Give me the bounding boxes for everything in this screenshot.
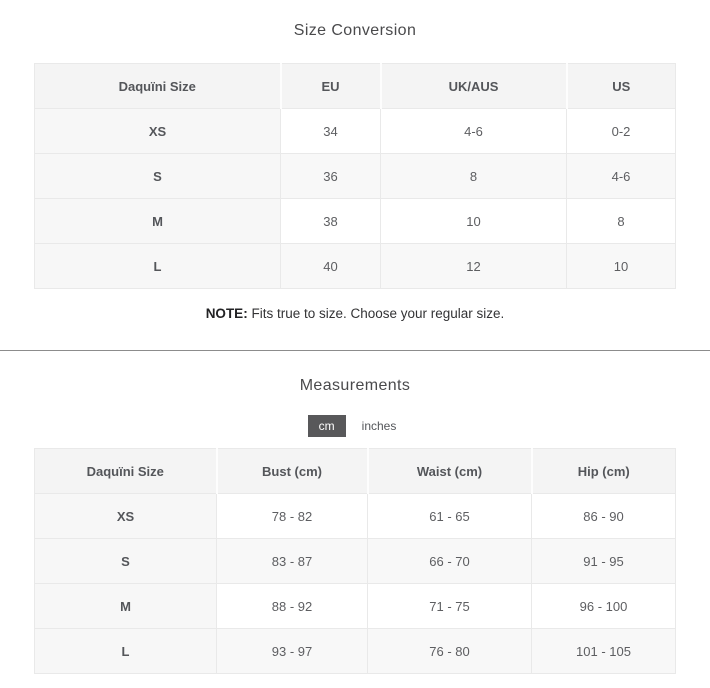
column-header-size: Daquïni Size — [34, 63, 282, 109]
table-cell: 0-2 — [566, 108, 676, 154]
table-row: L 93 - 97 76 - 80 101 - 105 — [34, 628, 676, 674]
table-cell: 93 - 97 — [216, 628, 368, 674]
table-cell: 38 — [280, 198, 381, 244]
table-row: M 88 - 92 71 - 75 96 - 100 — [34, 583, 676, 629]
table-cell: 83 - 87 — [216, 538, 368, 584]
size-conversion-table: Daquïni Size EU UK/AUS US XS 34 4-6 0-2 … — [34, 63, 676, 289]
table-cell: 76 - 80 — [367, 628, 532, 674]
fit-note-text: Fits true to size. Choose your regular s… — [251, 306, 505, 321]
column-header-hip: Hip (cm) — [530, 448, 676, 494]
table-row: S 83 - 87 66 - 70 91 - 95 — [34, 538, 676, 584]
column-header-bust: Bust (cm) — [215, 448, 369, 494]
table-cell: 101 - 105 — [531, 628, 676, 674]
table-cell: 8 — [566, 198, 676, 244]
table-cell: 10 — [566, 243, 676, 289]
measurements-title: Measurements — [299, 377, 411, 394]
table-cell: 96 - 100 — [531, 583, 676, 629]
table-row: XS 78 - 82 61 - 65 86 - 90 — [34, 493, 676, 539]
size-label-cell: L — [34, 628, 217, 674]
table-cell: 78 - 82 — [216, 493, 368, 539]
column-header-waist: Waist (cm) — [366, 448, 533, 494]
table-cell: 71 - 75 — [367, 583, 532, 629]
table-cell: 12 — [380, 243, 567, 289]
table-cell: 40 — [280, 243, 381, 289]
table-row: XS 34 4-6 0-2 — [34, 108, 676, 154]
column-header-uk-aus: UK/AUS — [379, 63, 568, 109]
size-label-cell: S — [34, 538, 217, 584]
table-cell: 88 - 92 — [216, 583, 368, 629]
size-label-cell: L — [34, 243, 281, 289]
size-label-cell: M — [34, 583, 217, 629]
column-header-size: Daquïni Size — [34, 448, 218, 494]
table-row: S 36 8 4-6 — [34, 153, 676, 199]
table-cell: 4-6 — [566, 153, 676, 199]
table-cell: 36 — [280, 153, 381, 199]
column-header-eu: EU — [279, 63, 382, 109]
table-cell: 34 — [280, 108, 381, 154]
size-label-cell: XS — [34, 493, 217, 539]
table-row: M 38 10 8 — [34, 198, 676, 244]
fit-note-label: NOTE: — [205, 306, 248, 321]
table-cell: 4-6 — [380, 108, 567, 154]
table-header-row: Daquïni Size Bust (cm) Waist (cm) Hip (c… — [34, 448, 676, 494]
size-conversion-title: Size Conversion — [293, 22, 417, 39]
unit-toggle: cm inches — [0, 415, 710, 437]
table-cell: 86 - 90 — [531, 493, 676, 539]
table-cell: 61 - 65 — [367, 493, 532, 539]
unit-inches-button[interactable]: inches — [356, 416, 403, 436]
table-cell: 8 — [380, 153, 567, 199]
fit-note: NOTE: Fits true to size. Choose your reg… — [0, 306, 710, 321]
measurements-section: Measurements cm inches Daquïni Size Bust… — [0, 377, 710, 674]
table-cell: 91 - 95 — [531, 538, 676, 584]
table-header-row: Daquïni Size EU UK/AUS US — [34, 63, 676, 109]
size-conversion-section: Size Conversion Daquïni Size EU UK/AUS U… — [0, 22, 710, 321]
measurements-table: Daquïni Size Bust (cm) Waist (cm) Hip (c… — [34, 448, 676, 674]
size-label-cell: XS — [34, 108, 281, 154]
table-cell: 10 — [380, 198, 567, 244]
section-divider — [0, 350, 710, 351]
table-row: L 40 12 10 — [34, 243, 676, 289]
table-cell: 66 - 70 — [367, 538, 532, 584]
size-label-cell: S — [34, 153, 281, 199]
unit-cm-button[interactable]: cm — [307, 415, 346, 437]
size-label-cell: M — [34, 198, 281, 244]
column-header-us: US — [565, 63, 676, 109]
